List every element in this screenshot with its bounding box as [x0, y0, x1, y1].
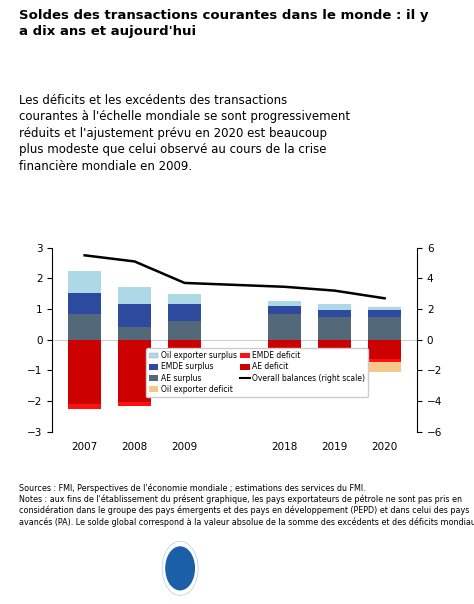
Bar: [368, 362, 401, 372]
Bar: [319, 364, 351, 372]
Bar: [68, 404, 101, 409]
Bar: [168, 340, 201, 380]
Bar: [168, 321, 201, 340]
Circle shape: [161, 540, 199, 597]
Bar: [168, 380, 201, 391]
Bar: [368, 310, 401, 316]
Bar: [319, 340, 351, 364]
Bar: [68, 313, 101, 340]
Bar: [118, 327, 151, 340]
Text: Soldes des transactions courantes dans le monde : il y
a dix ans et aujourd'hui: Soldes des transactions courantes dans l…: [19, 9, 428, 37]
Bar: [268, 340, 301, 362]
Bar: [68, 271, 101, 293]
Bar: [68, 340, 101, 404]
Bar: [319, 304, 351, 310]
Text: FONDS MONÉTAIRE: FONDS MONÉTAIRE: [225, 550, 353, 563]
Bar: [368, 340, 401, 359]
Bar: [268, 362, 301, 373]
Bar: [68, 293, 101, 313]
Bar: [268, 306, 301, 313]
Bar: [268, 301, 301, 306]
Bar: [268, 313, 301, 340]
Text: Sources : FMI, Perspectives de l'économie mondiale ; estimations des services du: Sources : FMI, Perspectives de l'économi…: [19, 483, 365, 493]
Bar: [368, 307, 401, 310]
Bar: [319, 310, 351, 316]
Text: Notes : aux fins de l'établissement du présent graphique, les pays exportateurs : Notes : aux fins de l'établissement du p…: [19, 494, 474, 527]
Bar: [319, 372, 351, 376]
Bar: [168, 391, 201, 395]
Bar: [118, 288, 151, 304]
Text: INTERNATIONAL: INTERNATIONAL: [236, 576, 343, 589]
Bar: [168, 294, 201, 304]
Bar: [118, 304, 151, 327]
Bar: [118, 340, 151, 402]
Bar: [368, 359, 401, 362]
Legend: Oil exporter surplus, EMDE surplus, AE surplus, Oil exporter deficit, EMDE defic: Oil exporter surplus, EMDE surplus, AE s…: [146, 348, 368, 397]
Bar: [319, 316, 351, 340]
Bar: [368, 316, 401, 340]
Bar: [118, 402, 151, 406]
Circle shape: [166, 547, 194, 590]
Text: Les déficits et les excédents des transactions
courantes à l'échelle mondiale se: Les déficits et les excédents des transa…: [19, 94, 350, 173]
Bar: [268, 373, 301, 377]
Bar: [168, 304, 201, 321]
